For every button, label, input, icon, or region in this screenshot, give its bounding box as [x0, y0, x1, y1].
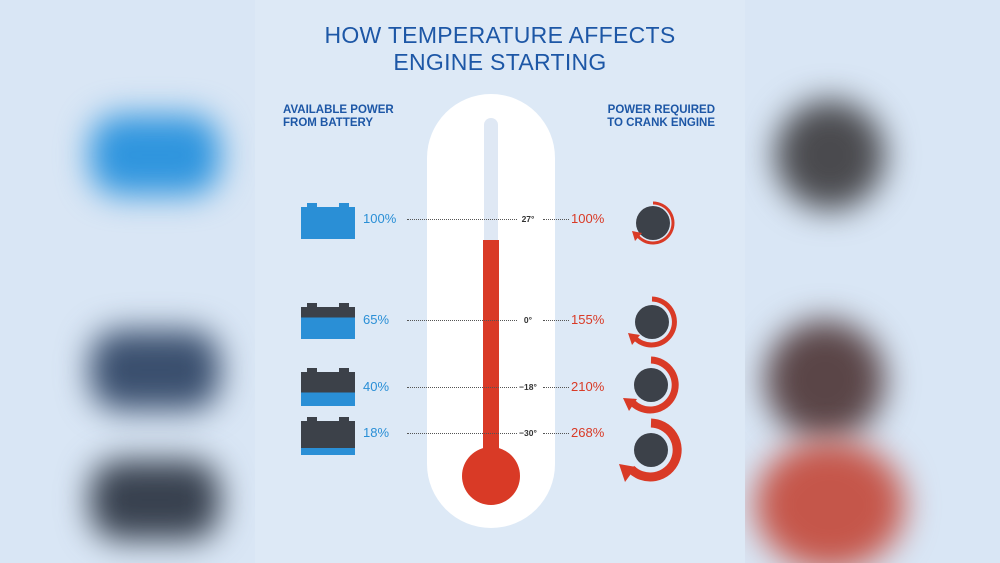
battery-terminal [339, 203, 349, 207]
leader-line [407, 387, 517, 388]
crank-power-value: 268% [571, 425, 605, 440]
infographic-title: HOW TEMPERATURE AFFECTS ENGINE STARTING [255, 22, 745, 76]
temperature-label: −30° [519, 428, 537, 438]
battery-charge [301, 307, 355, 339]
leader-line [543, 219, 569, 220]
battery-icon [301, 417, 355, 455]
battery-power-value: 40% [363, 379, 390, 394]
blur-blob [90, 115, 220, 195]
header-line: AVAILABLE POWER [283, 104, 394, 116]
title-line-2: ENGINE STARTING [393, 49, 607, 75]
battery-terminal [307, 303, 317, 307]
crank-dial-icon [632, 201, 675, 245]
crank-dial-icon [623, 356, 679, 414]
header-line: TO CRANK ENGINE [607, 117, 715, 129]
thermometer-bulb [462, 447, 520, 505]
infographic-panel: HOW TEMPERATURE AFFECTS ENGINE STARTING … [255, 0, 745, 563]
battery-icon [301, 368, 355, 406]
blurred-background-left [0, 0, 255, 563]
blurred-background-right [745, 0, 1000, 563]
crank-power-value: 155% [571, 312, 605, 327]
blur-blob [765, 320, 885, 440]
temperature-label: 27° [521, 214, 535, 224]
crank-dial-icon [628, 296, 677, 348]
available-power-header: AVAILABLE POWER FROM BATTERY [283, 104, 394, 130]
battery-charge [301, 207, 355, 239]
battery-terminal [339, 303, 349, 307]
battery-power-value: 65% [363, 312, 390, 327]
temperature-label: 0° [523, 315, 533, 325]
blur-blob [90, 330, 220, 410]
leader-line [543, 433, 569, 434]
crank-dial-icon [619, 418, 682, 482]
temperature-label: −18° [519, 382, 537, 392]
battery-charge [301, 421, 355, 455]
header-line: POWER REQUIRED [607, 104, 715, 116]
battery-terminal [307, 203, 317, 207]
battery-terminal [339, 368, 349, 372]
leader-line [543, 320, 569, 321]
battery-power-value: 100% [363, 211, 397, 226]
blur-blob [90, 460, 220, 540]
title-line-1: HOW TEMPERATURE AFFECTS [324, 22, 676, 48]
battery-icon [301, 203, 355, 239]
crank-power-value: 100% [571, 211, 605, 226]
battery-terminal [307, 368, 317, 372]
power-required-header: POWER REQUIRED TO CRANK ENGINE [585, 104, 715, 130]
leader-line [407, 433, 517, 434]
crank-power-value: 210% [571, 379, 605, 394]
battery-terminal [339, 417, 349, 421]
leader-line [407, 320, 517, 321]
battery-terminal [307, 417, 317, 421]
battery-charge [301, 372, 355, 406]
battery-icon [301, 303, 355, 339]
leader-line [543, 387, 569, 388]
header-line: FROM BATTERY [283, 117, 374, 129]
blur-blob [755, 440, 905, 563]
leader-line [407, 219, 517, 220]
battery-power-value: 18% [363, 425, 390, 440]
thermometer-mercury [483, 240, 499, 480]
blur-blob [775, 100, 885, 210]
